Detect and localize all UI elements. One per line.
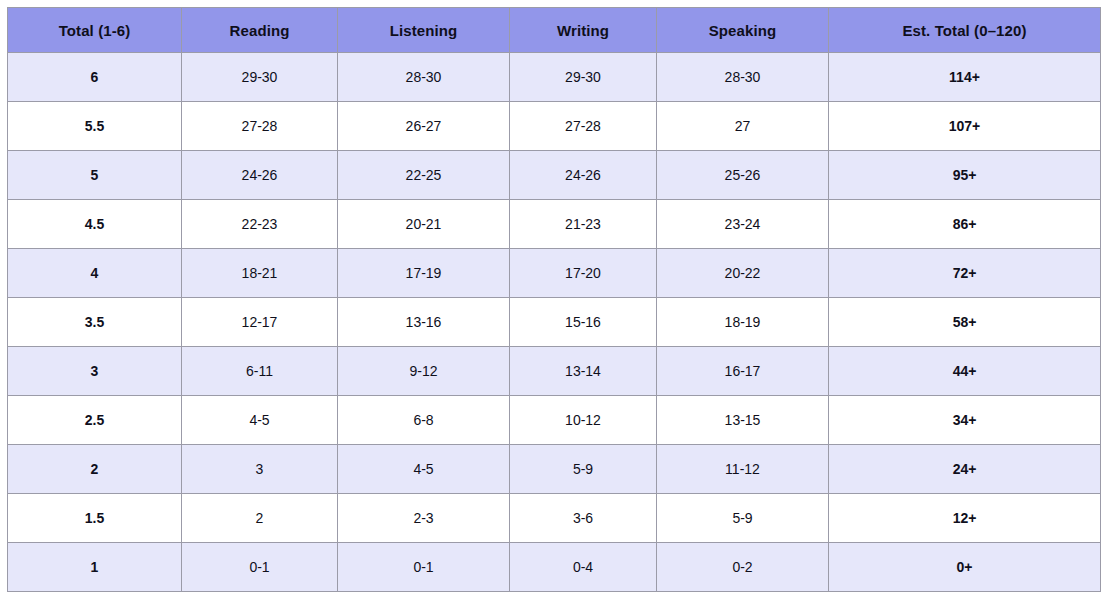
writing-cell: 3-6 — [510, 494, 657, 543]
table-row: 524-2622-2524-2625-2695+ — [8, 151, 1101, 200]
writing-cell: 0-4 — [510, 543, 657, 592]
speaking-cell: 20-22 — [657, 249, 829, 298]
listening-cell: 0-1 — [338, 543, 510, 592]
est-total-cell: 12+ — [829, 494, 1101, 543]
table-row: 36-119-1213-1416-1744+ — [8, 347, 1101, 396]
reading-cell: 2 — [182, 494, 338, 543]
column-header-writing: Writing — [510, 8, 657, 53]
band-score-cell: 2.5 — [8, 396, 182, 445]
writing-cell: 17-20 — [510, 249, 657, 298]
listening-cell: 9-12 — [338, 347, 510, 396]
listening-cell: 26-27 — [338, 102, 510, 151]
reading-cell: 22-23 — [182, 200, 338, 249]
speaking-cell: 13-15 — [657, 396, 829, 445]
band-score-cell: 3 — [8, 347, 182, 396]
listening-cell: 6-8 — [338, 396, 510, 445]
band-score-cell: 4 — [8, 249, 182, 298]
band-score-cell: 2 — [8, 445, 182, 494]
table-row: 234-55-911-1224+ — [8, 445, 1101, 494]
header-row: Total (1-6) Reading Listening Writing Sp… — [8, 8, 1101, 53]
score-conversion-table: Total (1-6) Reading Listening Writing Sp… — [7, 7, 1101, 592]
band-score-cell: 5 — [8, 151, 182, 200]
est-total-cell: 114+ — [829, 53, 1101, 102]
speaking-cell: 5-9 — [657, 494, 829, 543]
est-total-cell: 24+ — [829, 445, 1101, 494]
listening-cell: 28-30 — [338, 53, 510, 102]
band-score-cell: 5.5 — [8, 102, 182, 151]
table-body: 629-3028-3029-3028-30114+5.527-2826-2727… — [8, 53, 1101, 592]
table-row: 4.522-2320-2121-2323-2486+ — [8, 200, 1101, 249]
column-header-total: Total (1-6) — [8, 8, 182, 53]
listening-cell: 2-3 — [338, 494, 510, 543]
est-total-cell: 44+ — [829, 347, 1101, 396]
band-score-cell: 6 — [8, 53, 182, 102]
speaking-cell: 0-2 — [657, 543, 829, 592]
writing-cell: 13-14 — [510, 347, 657, 396]
table-header: Total (1-6) Reading Listening Writing Sp… — [8, 8, 1101, 53]
listening-cell: 17-19 — [338, 249, 510, 298]
est-total-cell: 95+ — [829, 151, 1101, 200]
reading-cell: 18-21 — [182, 249, 338, 298]
writing-cell: 15-16 — [510, 298, 657, 347]
table-row: 2.54-56-810-1213-1534+ — [8, 396, 1101, 445]
table-row: 1.522-33-65-912+ — [8, 494, 1101, 543]
reading-cell: 3 — [182, 445, 338, 494]
reading-cell: 12-17 — [182, 298, 338, 347]
column-header-listening: Listening — [338, 8, 510, 53]
speaking-cell: 28-30 — [657, 53, 829, 102]
reading-cell: 29-30 — [182, 53, 338, 102]
speaking-cell: 11-12 — [657, 445, 829, 494]
page: Total (1-6) Reading Listening Writing Sp… — [0, 0, 1108, 600]
table-row: 3.512-1713-1615-1618-1958+ — [8, 298, 1101, 347]
table-row: 10-10-10-40-20+ — [8, 543, 1101, 592]
reading-cell: 4-5 — [182, 396, 338, 445]
writing-cell: 27-28 — [510, 102, 657, 151]
column-header-est-total: Est. Total (0–120) — [829, 8, 1101, 53]
listening-cell: 20-21 — [338, 200, 510, 249]
speaking-cell: 16-17 — [657, 347, 829, 396]
column-header-reading: Reading — [182, 8, 338, 53]
writing-cell: 21-23 — [510, 200, 657, 249]
speaking-cell: 27 — [657, 102, 829, 151]
reading-cell: 27-28 — [182, 102, 338, 151]
listening-cell: 4-5 — [338, 445, 510, 494]
listening-cell: 22-25 — [338, 151, 510, 200]
table-row: 629-3028-3029-3028-30114+ — [8, 53, 1101, 102]
writing-cell: 24-26 — [510, 151, 657, 200]
reading-cell: 0-1 — [182, 543, 338, 592]
table-row: 5.527-2826-2727-2827107+ — [8, 102, 1101, 151]
est-total-cell: 34+ — [829, 396, 1101, 445]
speaking-cell: 18-19 — [657, 298, 829, 347]
band-score-cell: 3.5 — [8, 298, 182, 347]
band-score-cell: 1.5 — [8, 494, 182, 543]
band-score-cell: 4.5 — [8, 200, 182, 249]
band-score-cell: 1 — [8, 543, 182, 592]
table-row: 418-2117-1917-2020-2272+ — [8, 249, 1101, 298]
speaking-cell: 23-24 — [657, 200, 829, 249]
listening-cell: 13-16 — [338, 298, 510, 347]
reading-cell: 6-11 — [182, 347, 338, 396]
column-header-speaking: Speaking — [657, 8, 829, 53]
est-total-cell: 72+ — [829, 249, 1101, 298]
est-total-cell: 58+ — [829, 298, 1101, 347]
writing-cell: 5-9 — [510, 445, 657, 494]
writing-cell: 10-12 — [510, 396, 657, 445]
est-total-cell: 0+ — [829, 543, 1101, 592]
reading-cell: 24-26 — [182, 151, 338, 200]
writing-cell: 29-30 — [510, 53, 657, 102]
est-total-cell: 86+ — [829, 200, 1101, 249]
speaking-cell: 25-26 — [657, 151, 829, 200]
est-total-cell: 107+ — [829, 102, 1101, 151]
